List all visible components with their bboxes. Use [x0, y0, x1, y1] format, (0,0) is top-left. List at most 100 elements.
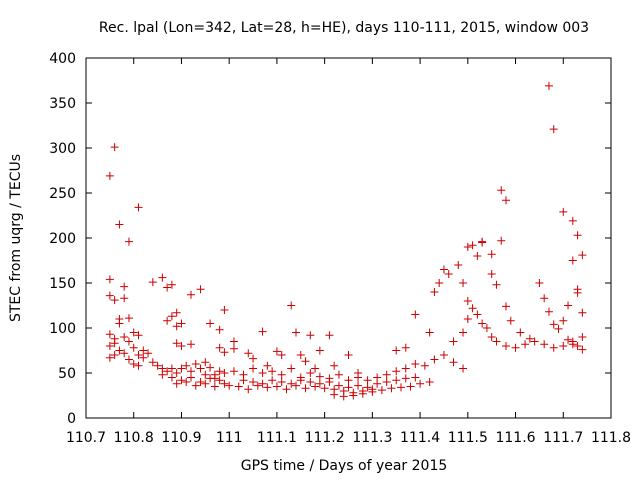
data-point: [172, 339, 181, 348]
y-tick-label: 400: [49, 51, 76, 67]
data-point: [578, 345, 587, 354]
data-point: [502, 302, 510, 311]
data-point: [339, 392, 348, 401]
x-tick-label: 111.7: [543, 430, 583, 446]
data-point: [268, 376, 277, 385]
data-point: [153, 361, 162, 370]
data-point: [463, 315, 472, 323]
data-point: [191, 360, 200, 368]
data-point: [344, 351, 353, 359]
y-tick-label: 50: [58, 366, 76, 382]
x-axis-label: GPS time / Days of year 2015: [241, 458, 448, 474]
data-point: [344, 383, 353, 392]
data-point: [172, 308, 181, 317]
data-point: [430, 355, 439, 364]
data-point: [167, 364, 176, 373]
data-point: [535, 279, 544, 287]
data-point: [492, 280, 501, 289]
x-tick-label: 111: [216, 430, 243, 446]
data-point: [320, 384, 329, 393]
data-point: [172, 369, 181, 377]
data-point: [201, 358, 210, 367]
data-point: [249, 364, 258, 373]
data-point: [172, 322, 181, 331]
data-point: [263, 361, 272, 370]
data-point: [134, 361, 143, 370]
data-point: [330, 361, 339, 370]
data-point: [301, 357, 310, 366]
data-point: [549, 125, 558, 134]
data-point: [411, 373, 420, 382]
data-point: [229, 337, 238, 346]
data-point: [263, 383, 272, 392]
data-point: [229, 344, 238, 353]
data-point: [220, 369, 229, 377]
data-point: [120, 282, 129, 291]
data-point: [215, 376, 224, 385]
data-point: [473, 310, 482, 319]
y-tick-label: 0: [67, 411, 76, 427]
data-point: [449, 337, 458, 346]
data-point: [578, 308, 587, 317]
data-point: [315, 346, 324, 355]
data-point: [564, 335, 573, 344]
x-tick-label: 111.4: [400, 430, 440, 446]
data-point: [167, 312, 176, 321]
data-point: [244, 385, 253, 394]
data-point: [363, 383, 372, 392]
data-point: [139, 353, 148, 362]
y-tick-label: 250: [49, 186, 76, 202]
data-point: [292, 381, 300, 390]
data-point: [239, 376, 248, 385]
data-point: [177, 319, 186, 328]
data-point: [287, 379, 296, 388]
data-point: [134, 203, 143, 212]
data-point: [287, 301, 296, 310]
data-point: [182, 378, 191, 386]
data-point: [559, 207, 568, 216]
y-tick-label: 350: [49, 96, 76, 112]
x-tick-label: 110.9: [161, 430, 201, 446]
data-point: [253, 381, 262, 390]
data-point: [420, 361, 429, 370]
data-point: [506, 316, 515, 325]
data-point: [544, 81, 553, 90]
data-point: [487, 270, 496, 278]
data-point: [416, 379, 425, 388]
data-point: [521, 340, 530, 349]
x-tick-label: 111.5: [448, 430, 488, 446]
x-tick-label: 111.2: [305, 430, 345, 446]
x-tick-label: 110.7: [66, 430, 106, 446]
data-point: [272, 382, 281, 391]
data-point: [459, 364, 468, 373]
data-point: [459, 328, 468, 337]
data-point: [578, 251, 587, 260]
data-point: [411, 360, 420, 368]
data-point: [110, 339, 119, 348]
axis-ticks: 110.7 110.8 110.9 111 111.1 111.2 111.3 111.4 11…: [49, 51, 631, 446]
data-points: [105, 81, 587, 401]
data-point: [215, 343, 224, 352]
data-point: [296, 351, 305, 359]
data-point: [315, 372, 324, 381]
data-point: [468, 241, 477, 250]
data-point: [439, 351, 448, 359]
data-point: [148, 278, 157, 287]
data-point: [110, 351, 119, 359]
data-point: [354, 381, 363, 390]
data-point: [406, 382, 415, 391]
data-point: [497, 236, 506, 245]
data-point: [244, 349, 253, 358]
data-point: [530, 337, 539, 346]
data-point: [502, 342, 510, 350]
data-point: [124, 337, 133, 346]
data-point: [277, 370, 286, 379]
data-point: [115, 315, 124, 323]
plot-frame: [85, 57, 612, 419]
data-point: [120, 333, 129, 341]
data-point: [258, 379, 267, 388]
data-point: [392, 376, 401, 385]
data-point: [163, 316, 172, 325]
data-point: [401, 374, 410, 383]
data-point: [549, 320, 558, 329]
